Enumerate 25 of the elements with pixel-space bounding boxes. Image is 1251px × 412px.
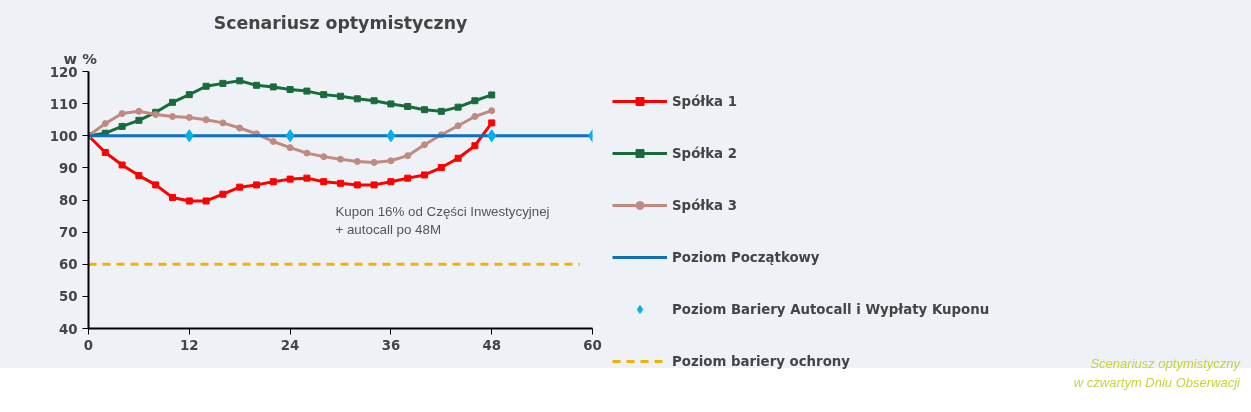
annotation: Kupon 16% od Części Inwestycyjnej + autocall po 48M (335, 204, 550, 238)
y-tick-label: 120 (49, 64, 78, 80)
chart-title: Scenariusz optymistyczny (213, 12, 468, 33)
x-tick-label: 48 (482, 337, 501, 353)
text: Scenariusz optymistyczny w czwartym Dniu Obserwacji (1073, 355, 1240, 392)
y-axis-title: w % (63, 49, 98, 67)
legend-label: Spółka 3 (672, 197, 738, 213)
y-tick-label: 110 (49, 96, 78, 112)
legend-label: Poziom Bariery Autocall i Wypłaty Kuponu (672, 301, 990, 317)
x-tick-label: 12 (180, 337, 199, 353)
y-tick-label: 70 (58, 225, 78, 241)
y-tick-label: 60 (58, 257, 78, 273)
legend-label: Poziom Początkowy (672, 249, 820, 265)
x-tick-label: 24 (280, 337, 300, 353)
x-tick-label: 36 (381, 337, 401, 353)
y-tick-label: 100 (49, 128, 78, 144)
x-tick-label: 0 (83, 337, 94, 353)
y-tick-label: 50 (58, 289, 78, 305)
legend-label: Poziom bariery ochrony (672, 353, 851, 369)
y-tick-label: 90 (58, 160, 78, 176)
y-tick-label: 40 (58, 321, 78, 337)
legend-label: Spółka 2 (672, 145, 738, 161)
legend-label: Spółka 1 (672, 93, 738, 109)
x-tick-label: 60 (583, 337, 602, 353)
y-tick-label: 80 (58, 193, 78, 208)
